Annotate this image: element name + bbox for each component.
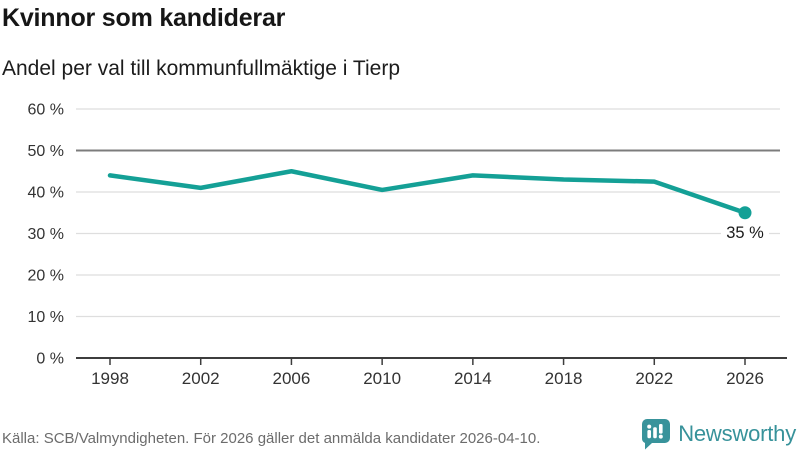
x-tick-label: 2006	[273, 369, 311, 388]
y-tick-label: 50 %	[28, 143, 64, 160]
chart-subtitle: Andel per val till kommunfullmäktige i T…	[2, 57, 400, 80]
x-tick-label: 2026	[726, 369, 764, 388]
newsworthy-wordmark: Newsworthy	[678, 420, 796, 446]
x-tick-label: 2014	[454, 369, 492, 388]
last-point-label-bg	[721, 221, 769, 242]
y-tick-label: 30 %	[28, 226, 64, 243]
last-point-label: 35 %	[726, 224, 764, 242]
page-title: Kvinnor som kandiderar	[2, 4, 286, 32]
x-tick-label: 2002	[182, 369, 220, 388]
x-tick-label: 2018	[545, 369, 583, 388]
y-tick-label: 60 %	[28, 102, 64, 119]
y-tick-label: 20 %	[28, 268, 64, 285]
y-tick-label: 0 %	[36, 351, 64, 368]
source-note: Källa: SCB/Valmyndigheten. För 2026 gäll…	[2, 430, 541, 447]
newsworthy-brand: Newsworthy	[640, 417, 796, 450]
y-tick-label: 40 %	[28, 185, 64, 202]
data-line	[107, 169, 748, 215]
last-point-marker	[738, 206, 752, 220]
x-tick-label: 1998	[91, 369, 129, 388]
x-tick-label: 2010	[363, 369, 401, 388]
x-tick-label: 2022	[635, 369, 673, 388]
y-tick-label: 10 %	[28, 309, 64, 326]
newsworthy-logo-icon	[642, 419, 671, 450]
